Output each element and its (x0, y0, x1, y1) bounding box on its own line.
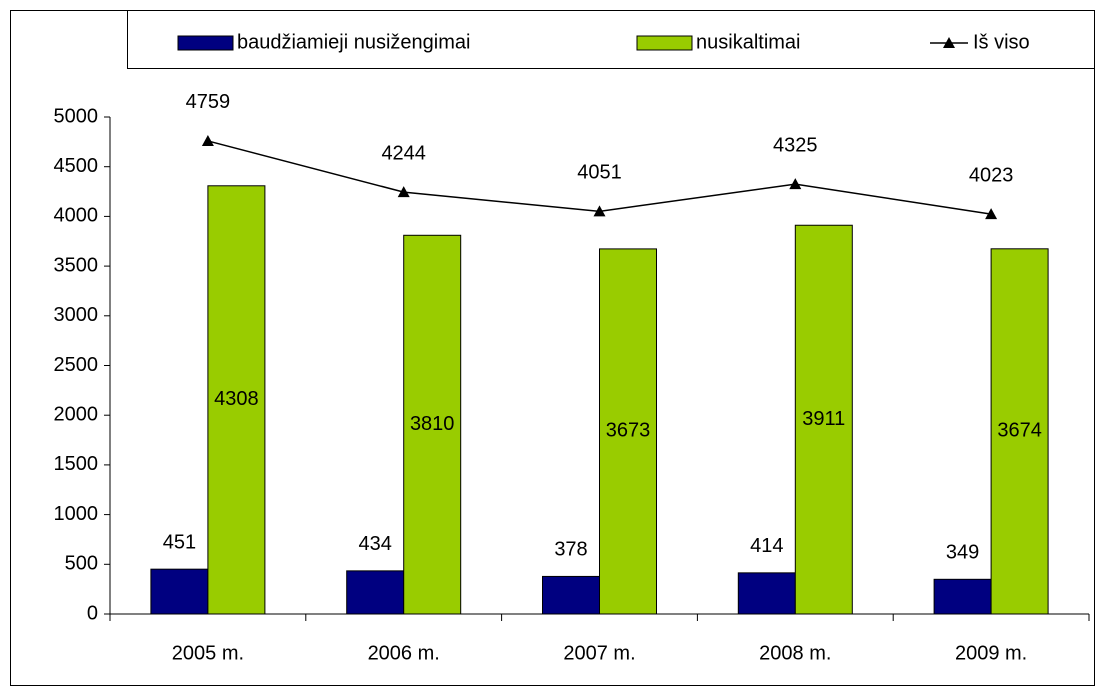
bar-label: 414 (750, 535, 783, 557)
legend-swatch (177, 35, 234, 51)
bar-label: 3673 (606, 420, 651, 442)
line-marker (789, 178, 802, 190)
bar (599, 248, 657, 615)
x-tick-label: 2005 m. (172, 642, 244, 664)
line-marker (985, 208, 998, 220)
legend-marker (943, 37, 955, 48)
x-tick-label: 2006 m. (368, 642, 440, 664)
y-tick-label: 5000 (54, 105, 99, 127)
bar-label: 3674 (997, 420, 1042, 442)
y-tick-label: 2000 (54, 403, 99, 425)
line-label: 4051 (577, 162, 622, 184)
bar-label: 4308 (214, 388, 259, 410)
y-tick-label: 4500 (54, 155, 99, 177)
legend-swatch (636, 35, 693, 51)
line-label: 4023 (969, 164, 1014, 186)
y-tick-label: 500 (65, 553, 98, 575)
x-tick-label: 2008 m. (759, 642, 831, 664)
legend-box (127, 10, 1095, 69)
bar-label: 451 (163, 531, 196, 553)
line-marker (201, 134, 214, 146)
bar (207, 185, 266, 615)
bar (794, 224, 853, 615)
x-tick-label: 2007 m. (563, 642, 635, 664)
bar-label: 378 (554, 539, 587, 561)
legend-label: Iš viso (973, 31, 1030, 53)
legend-label: nusikaltimai (696, 31, 800, 53)
y-tick-label: 4000 (54, 205, 99, 227)
bar (346, 570, 405, 615)
line-label: 4244 (381, 142, 426, 164)
bar (150, 568, 209, 615)
y-tick-label: 3000 (54, 304, 99, 326)
bar (542, 575, 600, 615)
bar-label: 3911 (802, 408, 845, 430)
line-marker (397, 186, 410, 198)
line-label: 4759 (186, 91, 231, 113)
bar-label: 434 (359, 533, 392, 555)
bar (990, 248, 1049, 615)
y-tick-label: 0 (87, 602, 98, 624)
y-tick-label: 2500 (54, 354, 99, 376)
legend-label: baudžiamieji nusižengimai (237, 31, 470, 53)
bar-label: 3810 (410, 413, 455, 435)
bar (933, 578, 992, 615)
bar-label: 349 (946, 542, 979, 564)
y-tick-label: 1500 (54, 453, 99, 475)
line-label: 4325 (773, 134, 818, 156)
x-tick-label: 2009 m. (955, 642, 1027, 664)
bar (403, 234, 462, 615)
y-tick-label: 1000 (54, 503, 99, 525)
y-tick-label: 3500 (54, 254, 99, 276)
bar (737, 572, 796, 615)
line-marker (593, 205, 606, 217)
